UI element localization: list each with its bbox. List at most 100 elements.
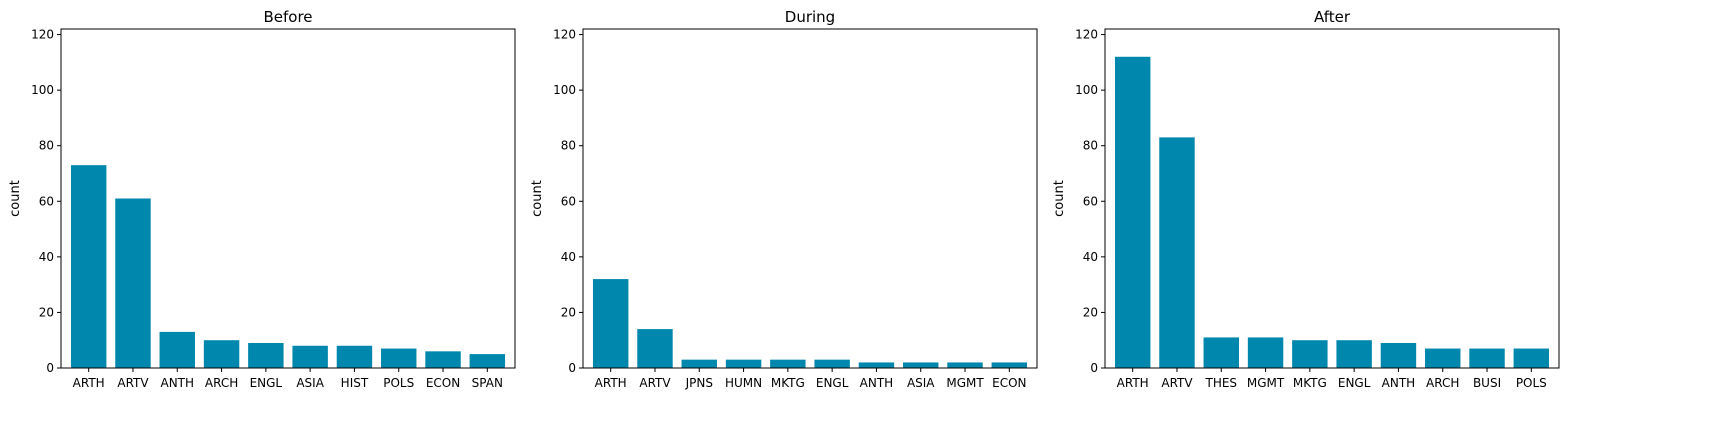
bar-artv (637, 329, 673, 368)
x-tick-label: SPAN (472, 376, 503, 390)
x-tick-label: ARTV (639, 376, 671, 390)
x-tick-label: ANTH (860, 376, 894, 390)
bar-arch (203, 340, 240, 368)
bar-jpns (681, 359, 717, 368)
x-ticks: ARTH ARTV ANTH ARCH ENGL ASIA HIST POLS ECON SPAN (73, 368, 503, 390)
y-axis-label: count (530, 180, 545, 217)
bars (1114, 56, 1550, 368)
y-tick-label: 120 (31, 28, 54, 42)
y-axis-label: count (1052, 180, 1067, 217)
bar-arth (1114, 56, 1151, 368)
x-tick-label: ANTH (160, 376, 194, 390)
y-ticks: 0 20 40 60 80 100 120 (1075, 28, 1105, 375)
x-tick-label: ENGL (816, 376, 849, 390)
bar-humn (725, 359, 762, 368)
y-tick-label: 0 (1090, 361, 1098, 375)
x-tick-label: BUSI (1473, 376, 1501, 390)
x-ticks: ARTH ARTV JPNS HUMN MKTG ENGL ANTH ASIA MGMT ECON (595, 368, 1027, 390)
y-tick-label: 100 (553, 83, 576, 97)
x-tick-label: ENGL (250, 376, 283, 390)
x-tick-label: POLS (383, 376, 414, 390)
x-tick-label: ARTH (595, 376, 627, 390)
x-tick-label: MKTG (771, 376, 805, 390)
bar-busi (1469, 348, 1505, 368)
y-tick-label: 60 (561, 194, 576, 208)
bars (70, 165, 506, 368)
x-tick-label: ASIA (907, 376, 935, 390)
x-tick-label: ENGL (1338, 376, 1371, 390)
axes-frame (1104, 28, 1560, 369)
bar-artv (115, 198, 151, 368)
y-tick-label: 40 (39, 250, 54, 264)
y-ticks: 0 20 40 60 80 100 120 (553, 28, 583, 375)
x-tick-label: ECON (992, 376, 1026, 390)
x-tick-label: HIST (341, 376, 369, 390)
y-tick-label: 0 (568, 361, 576, 375)
bar-thes (1203, 337, 1239, 368)
x-tick-label: POLS (1516, 376, 1547, 390)
bars (592, 279, 1028, 368)
x-tick-label: ARCH (205, 376, 238, 390)
bar-asia (292, 345, 328, 368)
panel-title: Before (263, 8, 312, 26)
bar-mgmt (947, 362, 983, 368)
x-tick-label: ARTH (1117, 376, 1149, 390)
x-tick-label: ECON (426, 376, 460, 390)
y-tick-label: 100 (31, 83, 54, 97)
bar-span (469, 354, 506, 368)
bar-engl (248, 342, 284, 368)
axes-frame (60, 28, 516, 369)
y-tick-label: 120 (1075, 28, 1098, 42)
bar-engl (814, 359, 850, 368)
x-tick-label: ASIA (296, 376, 324, 390)
panel-after: After count 0 20 40 60 80 100 120 ARTH ARTV THES… (1052, 8, 1560, 390)
x-tick-label: ARCH (1426, 376, 1459, 390)
bar-engl (1336, 340, 1372, 368)
x-tick-label: MGMT (1247, 376, 1285, 390)
bar-econ (425, 351, 461, 368)
bar-anth (159, 331, 195, 368)
bar-anth (858, 362, 895, 368)
y-tick-label: 60 (1083, 194, 1098, 208)
x-tick-label: HUMN (725, 376, 762, 390)
bar-mgmt (1247, 337, 1284, 368)
y-tick-label: 20 (1083, 305, 1098, 319)
x-tick-label: JPNS (685, 376, 713, 390)
x-tick-label: THES (1204, 376, 1237, 390)
bar-mktg (770, 359, 806, 368)
panel-during: During count 0 20 40 60 80 100 120 ARTH ARTV JPN… (530, 8, 1038, 390)
bar-arth (592, 279, 629, 368)
x-tick-label: ARTV (1161, 376, 1193, 390)
x-tick-label: ARTH (73, 376, 105, 390)
y-axis-label: count (8, 180, 23, 217)
y-tick-label: 40 (561, 250, 576, 264)
x-ticks: ARTH ARTV THES MGMT MKTG ENGL ANTH ARCH BUSI POLS (1117, 368, 1547, 390)
x-tick-label: ANTH (1382, 376, 1416, 390)
bar-mktg (1292, 340, 1328, 368)
bar-artv (1159, 137, 1195, 368)
panel-title: After (1314, 8, 1351, 26)
y-tick-label: 60 (39, 194, 54, 208)
bar-arth (70, 165, 107, 368)
panel-title: During (785, 8, 835, 26)
bar-asia (903, 362, 939, 368)
bar-econ (991, 362, 1028, 368)
y-tick-label: 20 (39, 305, 54, 319)
x-tick-label: MKTG (1293, 376, 1327, 390)
y-tick-label: 0 (46, 361, 54, 375)
y-tick-label: 80 (39, 139, 54, 153)
y-tick-label: 40 (1083, 250, 1098, 264)
x-tick-label: MGMT (946, 376, 984, 390)
y-tick-label: 120 (553, 28, 576, 42)
panel-before: Before count 0 20 40 60 80 100 120 ARTH ARTV ANT… (8, 8, 516, 390)
bar-pols (1513, 348, 1550, 368)
bar-pols (381, 348, 417, 368)
bar-hist (336, 345, 373, 368)
y-tick-label: 80 (1083, 139, 1098, 153)
axes-frame (582, 28, 1038, 369)
y-tick-label: 80 (561, 139, 576, 153)
bar-anth (1380, 342, 1417, 368)
y-ticks: 0 20 40 60 80 100 120 (31, 28, 61, 375)
